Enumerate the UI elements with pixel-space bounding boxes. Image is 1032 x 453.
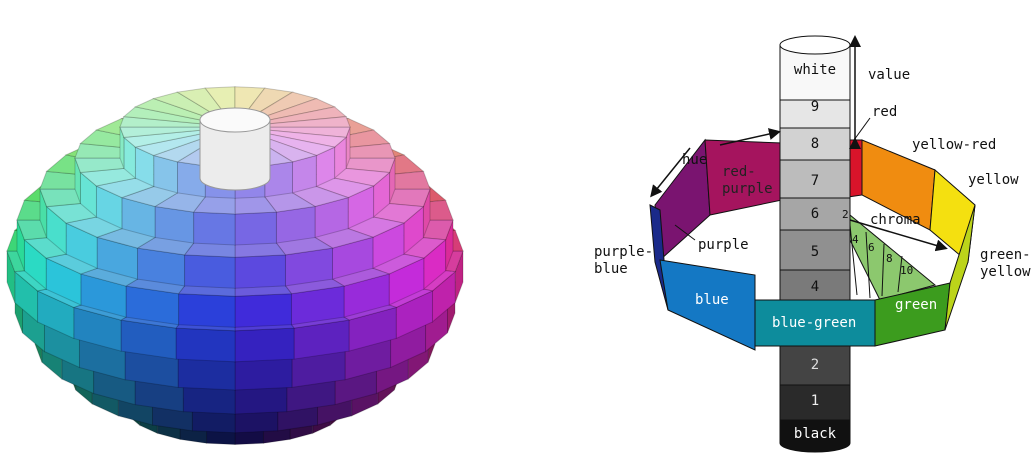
shape (779, 99, 851, 129)
hue-label: red- (722, 164, 756, 180)
shape (779, 127, 851, 161)
hue-label: yellow (968, 172, 1019, 188)
value-label: 5 (811, 244, 819, 260)
shape (881, 243, 885, 297)
shape (779, 35, 851, 55)
solid-facet (6, 250, 16, 303)
shape (897, 255, 903, 293)
axis-label: hue (682, 152, 707, 168)
solid-facet (234, 327, 295, 363)
blue-panel (659, 259, 756, 351)
hue-label: purple (722, 181, 773, 197)
value-label: black (794, 426, 837, 442)
shape (779, 269, 851, 301)
hue-label: purple (698, 237, 749, 253)
chroma-step: 6 (868, 241, 875, 254)
shape (779, 419, 851, 453)
shape (674, 224, 696, 241)
hue-label: green (895, 297, 937, 313)
chroma-step: 10 (900, 264, 913, 277)
solid-facet (234, 211, 277, 246)
chroma-step: 4 (852, 233, 859, 246)
value-column: white 9 8 7 6 5 4 2 1 black (779, 35, 851, 453)
hue-label: green- (980, 247, 1031, 263)
value-label: 4 (811, 279, 819, 295)
solid-facet (234, 293, 292, 328)
shape (853, 117, 871, 141)
chroma-step: 2 (842, 208, 849, 221)
blue-green-panel (754, 299, 876, 347)
value-label: 7 (811, 173, 819, 189)
solid-facet (178, 293, 236, 328)
solid-facet (154, 205, 195, 244)
hue-label: blue (695, 292, 729, 308)
solid-facet (193, 211, 236, 246)
shape (779, 229, 851, 271)
munsell-diagram: white 9 8 7 6 5 4 2 1 black 2 4 6 8 10 (594, 35, 1031, 453)
shape (779, 384, 851, 421)
value-label: 6 (811, 206, 819, 222)
hue-label: blue-green (772, 315, 856, 331)
color-solid (6, 86, 464, 446)
solid-facet (119, 126, 125, 169)
shape (719, 128, 781, 146)
value-label: white (794, 62, 836, 78)
green-yellow-panel (944, 204, 976, 331)
solid-facet (199, 107, 271, 133)
hue-label: blue (594, 261, 628, 277)
shape (650, 147, 691, 198)
hue-label: red (872, 104, 897, 120)
value-label: 8 (811, 136, 819, 152)
solid-facet (234, 254, 286, 289)
value-label: 2 (811, 357, 819, 373)
solid-facet (275, 205, 316, 244)
shape (849, 219, 948, 252)
hue-label: purple- (594, 244, 653, 260)
solid-facet (175, 327, 236, 363)
hue-label: yellow-red (912, 137, 996, 153)
axis-label: chroma (870, 212, 921, 228)
shape (779, 197, 851, 231)
value-label: 1 (811, 393, 819, 409)
solid-facet (199, 119, 271, 191)
axis-label: value (868, 67, 910, 83)
shape (865, 231, 871, 299)
shape (849, 224, 858, 296)
hue-label: yellow (980, 264, 1031, 280)
chroma-step: 8 (886, 252, 893, 265)
solid-facet (184, 254, 236, 289)
value-label: 9 (811, 99, 819, 115)
solid-facet (39, 188, 48, 238)
